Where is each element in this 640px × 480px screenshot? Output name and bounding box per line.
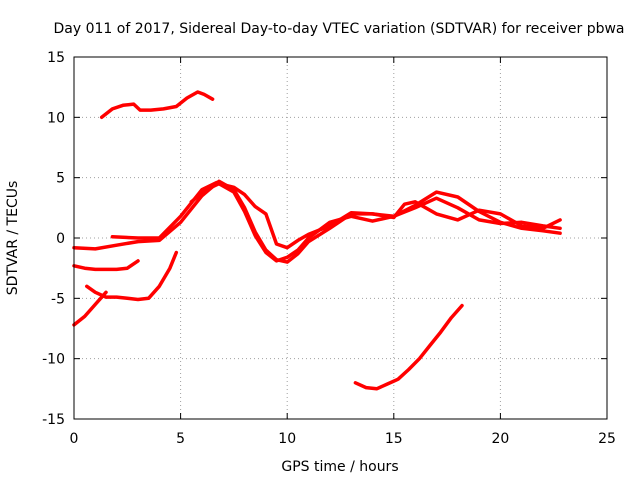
y-axis-label: SDTVAR / TECUs bbox=[5, 181, 21, 296]
x-tick-label: 20 bbox=[491, 431, 509, 447]
series-line-arc-7 bbox=[85, 250, 179, 302]
series-layer bbox=[72, 90, 562, 391]
y-tick-label: -5 bbox=[51, 291, 65, 307]
y-tick-label: -10 bbox=[42, 352, 65, 368]
y-tick-label: 15 bbox=[47, 50, 65, 66]
series-line-arc-3 bbox=[110, 180, 562, 263]
series-line-arc-4 bbox=[189, 181, 562, 250]
x-tick-label: 25 bbox=[598, 431, 616, 447]
x-tick-label: 0 bbox=[70, 431, 79, 447]
y-tick-label: 0 bbox=[56, 231, 65, 247]
series-line-arc-2 bbox=[72, 179, 562, 264]
chart-title: Day 011 of 2017, Sidereal Day-to-day VTE… bbox=[53, 21, 624, 37]
series-line-arc-5 bbox=[72, 259, 140, 272]
x-tick-label: 10 bbox=[278, 431, 296, 447]
series-line-arc-8 bbox=[353, 303, 464, 391]
y-tick-label: -15 bbox=[42, 412, 65, 428]
x-tick-label: 15 bbox=[385, 431, 403, 447]
ticks: 0 5 10 15 20 25 -15 -10 -5 0 5 10 15 bbox=[42, 50, 616, 447]
series-line-arc-6 bbox=[72, 290, 108, 327]
series-line-arc-1 bbox=[99, 90, 215, 120]
x-axis-label: GPS time / hours bbox=[281, 459, 398, 475]
y-tick-label: 5 bbox=[56, 171, 65, 187]
x-tick-label: 5 bbox=[176, 431, 185, 447]
y-tick-label: 10 bbox=[47, 110, 65, 126]
